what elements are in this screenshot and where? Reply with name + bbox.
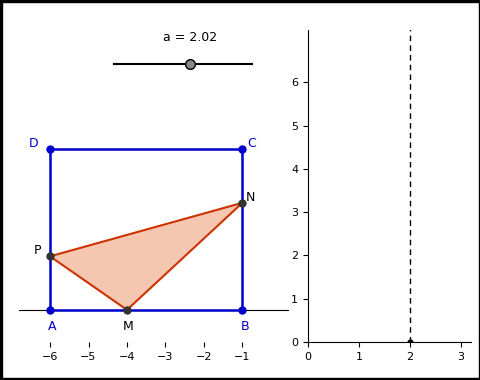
Text: P: P	[34, 244, 41, 257]
Text: D: D	[29, 136, 38, 150]
Text: a = 2.02: a = 2.02	[163, 31, 217, 44]
Text: N: N	[245, 191, 254, 204]
Polygon shape	[50, 203, 242, 310]
Text: A: A	[48, 320, 57, 333]
Text: M: M	[122, 320, 133, 333]
Text: B: B	[240, 320, 249, 333]
Text: C: C	[247, 136, 255, 150]
